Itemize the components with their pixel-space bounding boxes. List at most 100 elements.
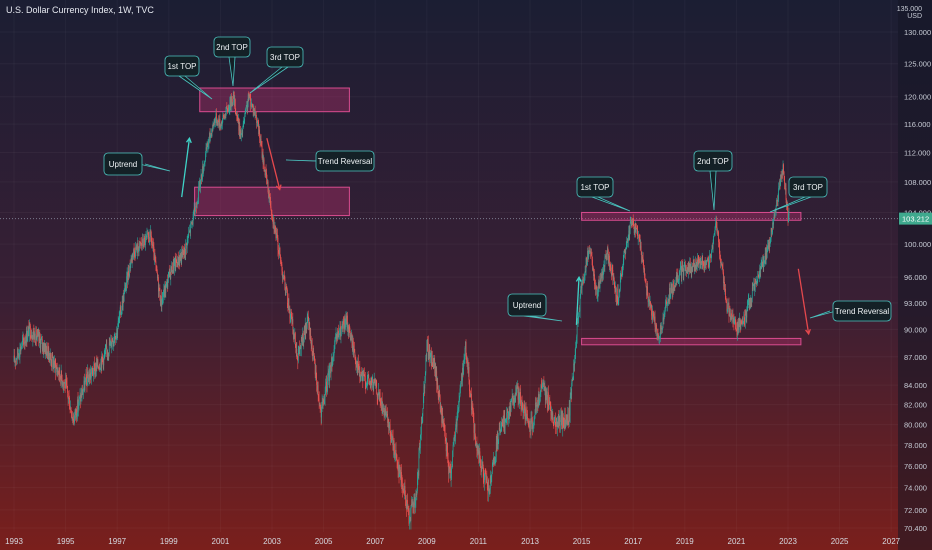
candle-body xyxy=(687,264,689,272)
candle-body xyxy=(25,340,27,344)
candle-body xyxy=(324,398,325,404)
candle-body xyxy=(219,118,221,128)
candle-body xyxy=(534,414,536,419)
candle-body xyxy=(778,188,779,200)
time-tick-label: 2005 xyxy=(315,537,333,546)
candle-body xyxy=(293,332,295,336)
candle-body xyxy=(692,266,694,271)
candle-body xyxy=(104,349,106,355)
candle-body xyxy=(240,131,242,137)
candle-body xyxy=(23,337,24,341)
candle-body xyxy=(14,355,15,362)
candle-body xyxy=(701,256,703,264)
time-tick-label: 2023 xyxy=(779,537,797,546)
candle-body xyxy=(361,374,363,376)
candle-body xyxy=(112,339,114,342)
candle-body xyxy=(587,250,589,259)
candle-body xyxy=(716,221,717,228)
candle-body xyxy=(653,317,655,321)
candle-body xyxy=(510,401,512,412)
candle-body xyxy=(360,374,362,378)
candle-body xyxy=(212,129,213,131)
candle-body xyxy=(654,316,655,321)
candle-body xyxy=(138,246,140,253)
candle-body xyxy=(88,377,89,383)
candle-body xyxy=(467,360,468,364)
candle-body xyxy=(377,396,379,399)
candle-body xyxy=(642,257,643,259)
candle-body xyxy=(600,277,602,283)
candle-body xyxy=(588,251,589,259)
candle-body xyxy=(580,284,582,290)
candle-body xyxy=(503,417,505,428)
candle-body xyxy=(469,391,471,394)
candle-body xyxy=(246,105,248,110)
candle-body xyxy=(678,280,680,281)
candle-body xyxy=(228,109,230,111)
candle-body xyxy=(757,275,759,280)
candle-body xyxy=(30,325,31,338)
candle-body xyxy=(686,267,688,271)
candle-body xyxy=(651,304,652,316)
price-axis[interactable]: 130.000125.000120.000116.000112.000108.0… xyxy=(898,0,932,550)
candle-body xyxy=(463,363,464,375)
candle-body xyxy=(584,275,585,277)
candle-body xyxy=(92,367,93,371)
candle-body xyxy=(374,381,376,384)
candle-body xyxy=(187,237,189,240)
time-axis[interactable]: 1993 1995 1997 1999 2001 2003 2005 2007 2009 2011… xyxy=(5,537,901,546)
candle-body xyxy=(285,286,287,296)
candle-body xyxy=(179,256,181,264)
candle-body xyxy=(44,345,46,353)
price-tick-label: 120.000 xyxy=(904,93,931,102)
candle-body xyxy=(611,273,612,275)
candle-body xyxy=(297,353,299,362)
candle-body xyxy=(507,409,509,419)
candle-body xyxy=(668,298,670,301)
candle-body xyxy=(259,129,260,138)
candle-body xyxy=(771,228,772,232)
candle-body xyxy=(278,250,279,253)
candle-body xyxy=(147,232,149,235)
candle-body xyxy=(772,222,774,225)
candle-body xyxy=(514,397,515,402)
candle-body xyxy=(778,187,780,189)
candle-body xyxy=(47,354,49,358)
candle-body xyxy=(156,266,158,273)
arrow-reversal-right xyxy=(797,268,811,336)
candle-body xyxy=(749,298,751,302)
candle-body xyxy=(333,348,335,356)
candle-body xyxy=(94,365,96,375)
candle-body xyxy=(625,246,627,249)
candle-body xyxy=(691,266,693,273)
candle-body xyxy=(315,370,317,375)
candle-body xyxy=(709,255,710,267)
candle-body xyxy=(513,398,514,405)
candle-body xyxy=(569,406,571,416)
candle-body xyxy=(628,230,630,235)
candle-body xyxy=(323,401,325,404)
candle-body xyxy=(198,186,199,199)
candle-body xyxy=(67,386,68,393)
candle-body xyxy=(63,382,64,386)
candle-body xyxy=(161,296,162,307)
candle-body xyxy=(767,246,769,250)
candle-body xyxy=(638,234,640,238)
candle-body xyxy=(107,353,109,355)
candle-body xyxy=(678,274,680,281)
candle-body xyxy=(734,318,736,323)
candle-body xyxy=(490,476,492,481)
candle-body xyxy=(228,106,230,111)
candle-body xyxy=(316,384,318,391)
candle-body xyxy=(664,314,665,317)
candle-body xyxy=(316,376,318,385)
candle-body xyxy=(350,337,352,341)
candle-body xyxy=(682,268,684,276)
candle-body xyxy=(601,273,603,279)
candle-body xyxy=(471,406,473,410)
candle-body xyxy=(649,301,651,307)
candle-body xyxy=(721,264,723,266)
callout-8: 3rd TOP xyxy=(769,176,828,213)
candle-body xyxy=(689,261,691,271)
